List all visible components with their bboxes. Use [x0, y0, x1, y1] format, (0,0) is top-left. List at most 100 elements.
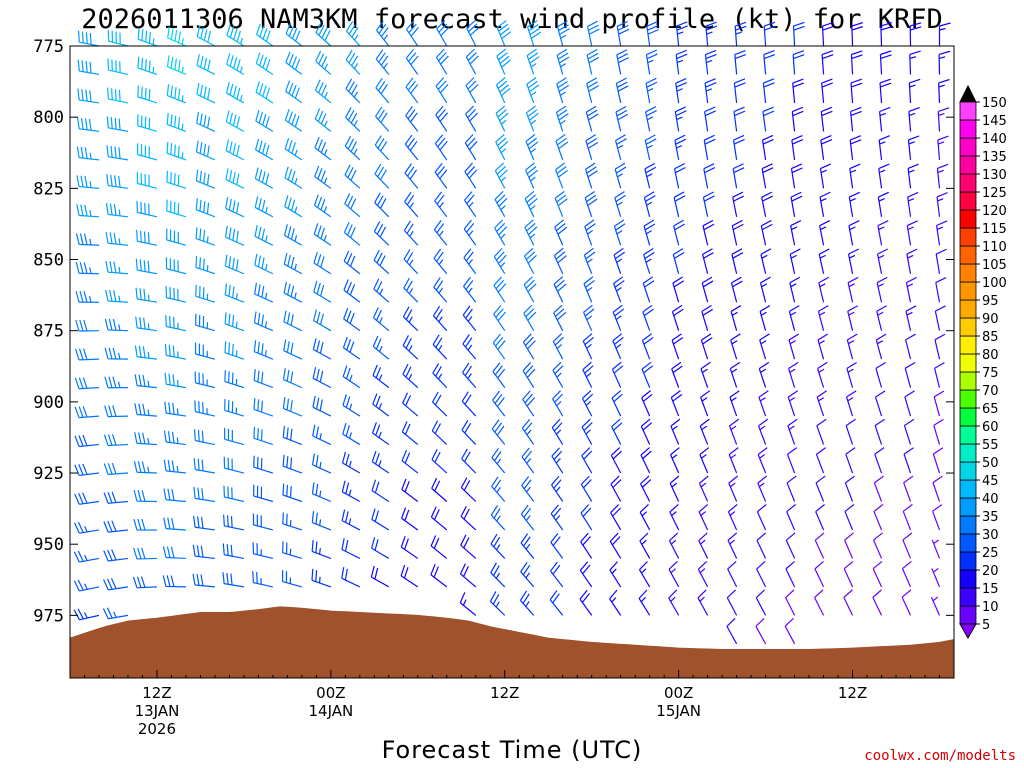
wind-barb — [550, 561, 564, 588]
wind-barb — [643, 247, 655, 274]
wind-barb — [224, 225, 245, 246]
wind-barb — [759, 333, 770, 360]
x-tick-label: 15JAN — [656, 702, 701, 720]
wind-barb — [373, 278, 390, 303]
x-axis-label: Forecast Time (UTC) — [382, 736, 643, 764]
wind-barb — [761, 191, 773, 217]
wind-barb — [465, 77, 479, 104]
colorbar-segment — [959, 515, 977, 535]
wind-barb — [673, 219, 685, 246]
wind-barb — [285, 51, 303, 75]
wind-barb — [932, 447, 944, 474]
wind-barb — [615, 105, 629, 132]
colorbar-segment — [959, 461, 977, 481]
wind-barb — [555, 162, 568, 189]
colorbar-label: 120 — [982, 204, 1007, 219]
wind-barb — [433, 248, 448, 275]
wind-barb — [106, 116, 129, 132]
wind-barb — [698, 475, 709, 502]
wind-barb — [434, 191, 448, 218]
wind-barb — [193, 429, 216, 446]
wind-barb — [254, 282, 274, 303]
wind-barb — [74, 434, 100, 448]
wind-barb — [492, 362, 506, 388]
wind-barb — [75, 319, 99, 332]
wind-barb — [223, 485, 245, 503]
wind-barb — [166, 199, 187, 218]
wind-barb — [646, 21, 659, 47]
wind-barb — [344, 193, 361, 218]
wind-barb — [222, 543, 245, 560]
colorbar-segment — [959, 155, 977, 175]
wind-barb — [520, 504, 535, 531]
wind-barb — [166, 84, 187, 104]
wind-barb — [314, 136, 332, 161]
wind-barb — [434, 162, 448, 189]
wind-barb — [343, 279, 361, 303]
wind-barb — [877, 220, 889, 246]
wind-barb — [671, 361, 683, 388]
colorbar-segment — [959, 173, 977, 193]
colorbar-label: 75 — [982, 366, 999, 381]
wind-barb — [341, 451, 361, 474]
wind-barb — [732, 134, 745, 160]
wind-barb — [342, 365, 361, 389]
wind-barb — [642, 276, 655, 303]
wind-barb — [162, 546, 186, 560]
wind-barb — [107, 87, 129, 104]
colorbar-label: 105 — [982, 258, 1007, 273]
wind-barb — [644, 162, 657, 189]
wind-barb — [465, 48, 479, 75]
wind-barb — [873, 504, 884, 531]
colorbar-segment — [959, 533, 977, 553]
wind-barb — [641, 361, 654, 388]
wind-barb — [76, 175, 100, 189]
wind-barb — [195, 255, 216, 275]
wind-barb — [166, 113, 187, 132]
colorbar-label: 60 — [982, 420, 999, 435]
x-tick-label: 12Z — [838, 684, 867, 702]
wind-barb — [252, 571, 274, 588]
wind-barb — [728, 475, 739, 502]
wind-barb — [404, 191, 419, 218]
wind-barb — [524, 219, 538, 246]
wind-barb — [135, 258, 158, 275]
wind-barb — [580, 504, 593, 531]
wind-barb — [615, 134, 627, 161]
wind-barb — [703, 134, 716, 160]
wind-barb — [579, 589, 593, 616]
wind-barb — [934, 305, 946, 331]
wind-barb — [821, 78, 833, 103]
wind-barb — [726, 589, 738, 616]
wind-barb — [613, 247, 626, 274]
colorbar-label: 125 — [982, 186, 1007, 201]
wind-barb — [136, 200, 158, 218]
wind-barb — [641, 390, 653, 417]
wind-barb — [791, 135, 804, 160]
wind-barb — [902, 532, 913, 559]
wind-barb — [461, 448, 477, 474]
wind-barb — [224, 398, 245, 417]
wind-barb — [374, 163, 390, 189]
wind-barb — [734, 50, 747, 75]
wind-barb — [556, 20, 570, 47]
wind-barb — [846, 361, 857, 388]
wind-barb — [526, 77, 540, 104]
wind-barb — [252, 513, 274, 531]
wind-barb — [697, 589, 709, 616]
wind-barb — [166, 170, 187, 189]
colorbar-label: 50 — [982, 456, 999, 471]
wind-barb — [761, 134, 774, 160]
wind-barb — [908, 78, 921, 103]
wind-barb — [164, 401, 187, 417]
colorbar-segment — [959, 605, 977, 625]
wind-barb — [253, 397, 274, 417]
wind-barb — [909, 50, 921, 75]
y-tick-label: 775 — [33, 37, 64, 57]
wind-barb — [162, 575, 186, 588]
wind-barb — [373, 249, 390, 275]
wind-barb — [134, 374, 158, 389]
wind-barb — [816, 390, 828, 417]
wind-barb — [314, 79, 332, 104]
wind-barb — [879, 78, 892, 103]
